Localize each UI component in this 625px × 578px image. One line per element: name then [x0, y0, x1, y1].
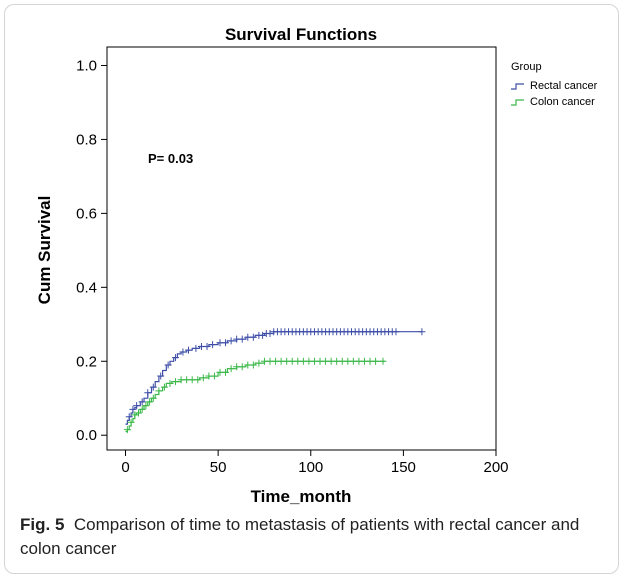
censor-mark	[199, 374, 207, 382]
censor-mark	[129, 405, 137, 413]
censor-mark	[134, 409, 142, 417]
axis-ticks: 0 50 100 150 200 0.0 0.2 0.4 0.6 0.8 1.0	[76, 57, 508, 476]
censor-mark	[392, 328, 400, 336]
legend-title: Group	[511, 61, 542, 73]
censor-mark	[172, 354, 180, 362]
figure-caption: Fig. 5 Comparison of time to metastasis …	[20, 513, 610, 561]
censor-mark	[166, 379, 174, 387]
censor-mark	[125, 413, 133, 421]
y-tick-label: 0.0	[76, 427, 97, 444]
censor-mark	[133, 402, 141, 410]
censor-mark	[185, 346, 193, 354]
censor-mark	[149, 394, 157, 402]
censor-mark	[149, 383, 157, 391]
censor-mark	[227, 337, 235, 345]
censor-mark	[238, 335, 246, 343]
censor-mark	[172, 378, 180, 386]
p-value-annotation: P= 0.03	[148, 151, 193, 166]
censor-mark	[249, 361, 257, 369]
y-axis-label: Cum Survival	[35, 196, 54, 305]
censor-mark	[222, 339, 230, 347]
censor-mark	[144, 389, 152, 397]
censor-mark	[164, 361, 172, 369]
censor-mark	[146, 398, 154, 406]
censor-mark	[160, 383, 168, 391]
y-tick-label: 0.2	[76, 353, 97, 370]
x-tick-label: 0	[121, 459, 129, 476]
chart-title: Survival Functions	[225, 25, 377, 44]
legend: Group Rectal cancer Colon cancer	[511, 61, 598, 108]
caption-text: Comparison of time to metastasis of pati…	[20, 515, 580, 558]
censor-mark	[259, 331, 267, 339]
censor-mark	[266, 330, 274, 338]
censor-mark	[142, 402, 150, 410]
censor-mark	[138, 398, 146, 406]
y-tick-label: 0.8	[76, 131, 97, 148]
legend-swatch-0	[511, 83, 524, 90]
censor-mark	[203, 342, 211, 350]
censor-mark	[138, 405, 146, 413]
y-tick-label: 0.4	[76, 279, 97, 296]
figure-label: Fig. 5	[20, 515, 65, 534]
x-tick-label: 200	[483, 459, 508, 476]
censor-mark	[227, 365, 235, 373]
survival-chart: Survival Functions Cum Survival Time_mon…	[35, 25, 598, 506]
x-tick-label: 100	[298, 459, 323, 476]
censor-mark	[372, 357, 380, 365]
censor-mark	[179, 348, 187, 356]
x-axis-label: Time_month	[251, 487, 352, 506]
censor-mark	[379, 357, 387, 365]
censor-mark	[194, 376, 202, 384]
censor-mark	[131, 411, 139, 419]
censor-mark	[238, 363, 246, 371]
censor-mark	[222, 368, 230, 376]
censor-mark	[255, 359, 263, 367]
censor-mark	[210, 372, 218, 380]
y-tick-label: 1.0	[76, 57, 97, 74]
x-tick-label: 150	[391, 459, 416, 476]
censor-mark	[127, 418, 135, 426]
censor-mark	[418, 328, 426, 336]
x-tick-label: 50	[210, 459, 227, 476]
plot-area	[106, 46, 497, 451]
y-tick-label: 0.6	[76, 205, 97, 222]
censor-mark	[192, 344, 200, 352]
censor-mark	[249, 333, 257, 341]
legend-label-0: Rectal cancer	[530, 80, 598, 92]
legend-label-1: Colon cancer	[530, 96, 595, 108]
series-layer	[123, 328, 426, 434]
censor-mark	[123, 426, 131, 434]
legend-swatch-1	[511, 99, 524, 106]
censor-mark	[155, 387, 163, 395]
censor-mark	[209, 341, 217, 349]
censor-mark	[157, 372, 165, 380]
legend-items: Rectal cancer Colon cancer	[511, 80, 598, 108]
